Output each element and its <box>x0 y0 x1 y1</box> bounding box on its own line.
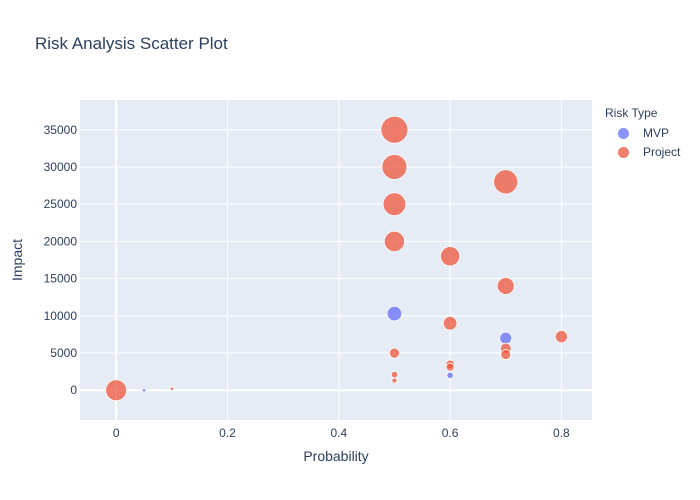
marker-project[interactable] <box>500 349 512 360</box>
marker-project[interactable] <box>380 115 409 144</box>
marker-project[interactable] <box>496 277 515 295</box>
legend-item-mvp[interactable]: MVP <box>605 124 680 143</box>
y-axis-title: Impact <box>9 238 25 281</box>
marker-project[interactable] <box>440 246 461 267</box>
x-tick-label: 0.8 <box>553 426 570 440</box>
y-tick-label: 30000 <box>44 160 78 174</box>
x-tick-label: 0.2 <box>219 426 236 440</box>
y-tick-label: 0 <box>70 383 77 397</box>
y-tick-label: 5000 <box>50 346 77 360</box>
marker-project[interactable] <box>382 192 407 216</box>
plot-background <box>80 100 592 420</box>
marker-project[interactable] <box>554 330 568 344</box>
marker-project[interactable] <box>105 379 128 402</box>
x-axis-title: Probability <box>303 448 369 464</box>
marker-project[interactable] <box>169 386 175 391</box>
marker-project[interactable] <box>388 347 400 359</box>
y-tick-label: 15000 <box>44 272 78 286</box>
axis-ticks: 0 0.2 0.4 0.6 0.8 0 5000 10000 15000 20000 25000 30… <box>44 123 570 440</box>
x-tick-label: 0.6 <box>442 426 459 440</box>
y-tick-label: 20000 <box>44 234 78 248</box>
chart-title: Risk Analysis Scatter Plot <box>35 34 228 53</box>
x-tick-label: 0 <box>113 426 120 440</box>
marker-mvp[interactable] <box>141 388 147 393</box>
marker-project[interactable] <box>381 154 408 180</box>
legend-title: Risk Type <box>605 106 658 120</box>
marker-mvp[interactable] <box>446 371 454 379</box>
y-tick-label: 10000 <box>44 309 78 323</box>
legend-marker-mvp-icon <box>618 128 629 139</box>
data-markers[interactable] <box>105 115 568 402</box>
marker-project[interactable] <box>390 370 399 379</box>
y-tick-label: 25000 <box>44 197 78 211</box>
legend: Risk Type MVP Project <box>605 104 680 162</box>
legend-marker-project-icon <box>618 147 629 158</box>
marker-mvp[interactable] <box>386 305 403 322</box>
marker-project[interactable] <box>383 230 406 253</box>
marker-project[interactable] <box>442 316 458 331</box>
x-tick-label: 0.4 <box>330 426 347 440</box>
legend-item-project[interactable]: Project <box>605 143 680 162</box>
marker-project[interactable] <box>493 169 519 195</box>
legend-label-project: Project <box>643 145 681 159</box>
marker-project[interactable] <box>391 377 398 384</box>
marker-mvp[interactable] <box>499 331 513 345</box>
marker-project[interactable] <box>445 362 455 372</box>
y-tick-label: 35000 <box>44 123 78 137</box>
legend-label-mvp: MVP <box>643 126 670 140</box>
